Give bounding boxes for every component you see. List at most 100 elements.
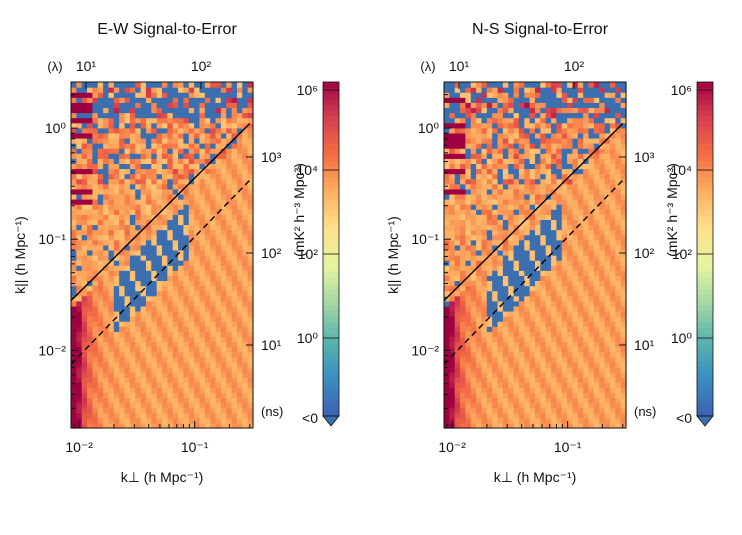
heatmap-cell (210, 265, 217, 271)
heatmap-cell (226, 137, 233, 144)
heatmap-cell (87, 336, 94, 343)
heatmap-cell (513, 351, 520, 358)
heatmap-cell (145, 137, 152, 144)
heatmap-cell (481, 153, 488, 159)
heatmap-cell (242, 209, 249, 215)
heatmap-cell (129, 392, 136, 399)
heatmap-cell (593, 214, 600, 220)
heatmap-cell (242, 102, 249, 109)
heatmap-cell (609, 122, 616, 129)
heatmap-cell (215, 87, 222, 93)
heatmap-cell (183, 336, 190, 343)
heatmap-cell (71, 351, 77, 358)
heatmap-cell (535, 280, 541, 287)
heatmap-cell (247, 163, 254, 170)
heatmap-cell (577, 82, 584, 88)
heatmap-cell (220, 265, 227, 271)
heatmap-cell (151, 214, 158, 220)
heatmap-cell (215, 321, 222, 327)
heatmap-cell (71, 132, 77, 139)
heatmap-cell (492, 285, 499, 292)
heatmap-cell (113, 148, 120, 154)
heatmap-cell (156, 183, 163, 190)
heatmap-cell (476, 285, 483, 292)
colorbar-swatch (697, 293, 713, 300)
heatmap-cell (124, 249, 131, 256)
heatmap-cell (215, 346, 222, 353)
heatmap-cell (604, 148, 611, 154)
colorbar-swatch (697, 126, 713, 133)
heatmap-cell (140, 214, 147, 220)
heatmap-cell (593, 234, 600, 241)
heatmap-cell (508, 270, 515, 276)
colorbar-swatch (323, 204, 339, 211)
heatmap-cell (236, 132, 243, 139)
heatmap-cell (492, 422, 499, 429)
heatmap-cell (87, 397, 94, 404)
heatmap-cell (449, 193, 456, 200)
heatmap-cell (81, 102, 88, 109)
heatmap-cell (540, 351, 547, 358)
heatmap-cell (508, 285, 515, 292)
heatmap-cell (97, 300, 104, 307)
heatmap-cell (540, 117, 547, 124)
heatmap-cell (87, 87, 94, 93)
heatmap-cell (604, 295, 611, 302)
heatmap-cell (129, 92, 136, 98)
heatmap-cell (492, 397, 499, 404)
heatmap-cell (593, 239, 600, 246)
heatmap-cell (97, 372, 104, 378)
colorbar-swatch (323, 126, 339, 133)
heatmap-cell (454, 290, 461, 297)
heatmap-cell (508, 397, 515, 404)
heatmap-cell (81, 331, 88, 338)
heatmap-cell (470, 132, 477, 139)
heatmap-cell (609, 219, 616, 226)
heatmap-cell (167, 336, 174, 343)
heatmap-cell (247, 214, 254, 220)
heatmap-cell (588, 412, 595, 419)
heatmap-cell (178, 92, 185, 98)
heatmap-cell (220, 107, 227, 114)
heatmap-cell (545, 310, 552, 317)
heatmap-cell (215, 137, 222, 144)
heatmap-cell (524, 310, 531, 317)
heatmap-cell (449, 361, 456, 368)
heatmap-cell (162, 117, 168, 124)
heatmap-cell (583, 331, 590, 338)
heatmap-cell (119, 280, 126, 287)
heatmap-cell (513, 148, 520, 154)
heatmap-cell (497, 255, 504, 261)
heatmap-cell (561, 316, 568, 322)
heatmap-cell (199, 102, 206, 109)
heatmap-cell (178, 87, 185, 93)
heatmap-cell (620, 239, 627, 246)
heatmap-cell (513, 331, 520, 338)
heatmap-cell (215, 285, 222, 292)
heatmap-cell (492, 92, 499, 98)
heatmap-cell (151, 219, 158, 226)
heatmap-cell (135, 295, 142, 302)
heatmap-cell (524, 153, 531, 159)
heatmap-cell (540, 382, 547, 388)
heatmap-cell (460, 97, 467, 103)
heatmap-cell (508, 295, 515, 302)
heatmap-cell (167, 392, 174, 399)
heatmap-cell (535, 239, 541, 246)
colorbar-swatch (697, 404, 713, 412)
heatmap-cell (502, 280, 509, 287)
heatmap-cell (162, 341, 168, 348)
heatmap-cell (183, 366, 190, 373)
heatmap-cell (545, 199, 552, 205)
heatmap-cell (524, 92, 531, 98)
heatmap-cell (470, 107, 477, 114)
heatmap-cell (513, 127, 520, 134)
heatmap-cell (162, 173, 168, 180)
heatmap-cell (71, 163, 77, 170)
heatmap-cell (167, 341, 174, 348)
heatmap-cell (524, 204, 531, 210)
heatmap-cell (502, 239, 509, 246)
heatmap-cell (502, 92, 509, 98)
heatmap-cell (508, 117, 515, 124)
colorbar-swatch (697, 343, 713, 350)
